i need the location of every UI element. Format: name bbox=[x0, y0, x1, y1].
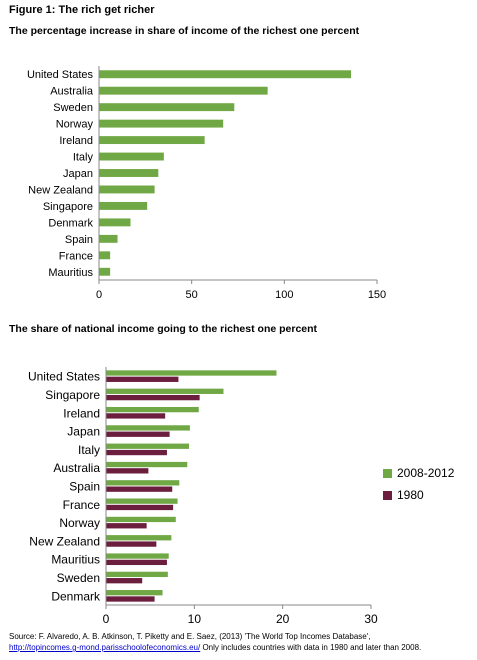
bar-japan bbox=[99, 169, 159, 177]
bar-ireland-1980 bbox=[106, 413, 166, 419]
bar-united-states bbox=[99, 70, 352, 79]
source-text: Source: F. Alvaredo, A. B. Atkinson, T. … bbox=[9, 632, 371, 641]
bar-united-states-1980 bbox=[106, 376, 179, 382]
bar-france-1980 bbox=[106, 504, 174, 511]
x-tick-label: 20 bbox=[276, 612, 290, 626]
category-label: Sweden bbox=[53, 102, 93, 114]
bar-norway-1980 bbox=[106, 523, 147, 529]
category-label: Ireland bbox=[63, 406, 100, 420]
x-tick-label: 10 bbox=[188, 612, 202, 626]
bar-italy-2008-2012 bbox=[106, 443, 190, 449]
bar-singapore-2008-2012 bbox=[106, 388, 224, 394]
bar-japan-2008-2012 bbox=[106, 425, 190, 431]
category-label: Spain bbox=[65, 234, 93, 246]
category-label: Denmark bbox=[51, 589, 101, 603]
x-tick-label: 0 bbox=[103, 612, 110, 626]
bar-denmark bbox=[99, 218, 131, 227]
category-label: United States bbox=[28, 370, 100, 384]
bar-australia bbox=[99, 86, 268, 95]
bar-denmark-1980 bbox=[106, 596, 155, 602]
bar-ireland-2008-2012 bbox=[106, 406, 199, 413]
bar-singapore-1980 bbox=[106, 394, 200, 401]
category-label: Mauritius bbox=[48, 267, 93, 279]
bar-sweden-2008-2012 bbox=[106, 571, 168, 578]
category-label: Mauritius bbox=[51, 553, 100, 567]
category-label: France bbox=[59, 250, 93, 262]
bar-united-states-2008-2012 bbox=[106, 370, 277, 376]
legend-swatch-2008-2012 bbox=[383, 469, 392, 478]
bar-ireland bbox=[99, 136, 205, 145]
chart1-title: The percentage increase in share of inco… bbox=[9, 25, 360, 37]
category-label: Denmark bbox=[48, 217, 93, 229]
bar-mauritius-1980 bbox=[106, 559, 167, 566]
x-tick-label: 50 bbox=[186, 289, 198, 301]
category-label: Japan bbox=[67, 425, 100, 439]
bar-norway-2008-2012 bbox=[106, 516, 176, 523]
bar-denmark-2008-2012 bbox=[106, 590, 163, 596]
chart2-title: The share of national income going to th… bbox=[9, 323, 318, 335]
category-label: Singapore bbox=[45, 388, 100, 402]
x-tick-label: 0 bbox=[96, 289, 102, 301]
bar-australia-1980 bbox=[106, 468, 149, 474]
x-tick-label: 30 bbox=[364, 612, 378, 626]
bar-france-2008-2012 bbox=[106, 498, 178, 504]
x-tick-label: 150 bbox=[368, 289, 386, 301]
category-label: United States bbox=[27, 69, 94, 81]
bar-spain bbox=[99, 234, 118, 243]
legend-label: 1980 bbox=[397, 488, 424, 502]
category-label: Japan bbox=[63, 168, 93, 180]
bar-new-zealand bbox=[99, 185, 155, 194]
category-label: Australia bbox=[53, 461, 100, 475]
category-label: Australia bbox=[50, 86, 94, 98]
bar-sweden bbox=[99, 103, 235, 112]
x-tick-label: 100 bbox=[275, 289, 293, 301]
source-link[interactable]: http://topincomes.g-mond.parisschoolofec… bbox=[9, 643, 201, 652]
bar-italy-1980 bbox=[106, 449, 167, 456]
legend-label: 2008-2012 bbox=[397, 466, 455, 480]
category-label: Ireland bbox=[59, 135, 93, 147]
category-label: Sweden bbox=[57, 571, 100, 585]
category-label: France bbox=[63, 498, 101, 512]
bar-australia-2008-2012 bbox=[106, 461, 188, 468]
bar-norway bbox=[99, 119, 224, 128]
category-label: Norway bbox=[59, 516, 100, 530]
category-label: New Zealand bbox=[29, 534, 100, 548]
category-label: Singapore bbox=[43, 201, 93, 213]
category-label: Italy bbox=[73, 152, 94, 164]
bar-sweden-1980 bbox=[106, 578, 143, 584]
category-label: Norway bbox=[56, 119, 94, 131]
bar-new-zealand-1980 bbox=[106, 541, 157, 547]
bar-new-zealand-2008-2012 bbox=[106, 535, 172, 541]
legend-swatch-1980 bbox=[383, 491, 392, 500]
bar-mauritius-2008-2012 bbox=[106, 553, 169, 559]
bar-italy bbox=[99, 152, 164, 161]
bar-spain-1980 bbox=[106, 486, 173, 492]
category-label: New Zealand bbox=[28, 184, 93, 196]
category-label: Spain bbox=[69, 480, 100, 494]
chart1-percentage-increase: United States Australia Sweden Norway Irelan… bbox=[27, 66, 386, 301]
source-footnote: Only includes countries with data in 198… bbox=[200, 643, 422, 652]
bar-france bbox=[99, 251, 111, 260]
source-note: Source: F. Alvaredo, A. B. Atkinson, T. … bbox=[9, 631, 475, 653]
category-label: Italy bbox=[78, 443, 100, 457]
bar-mauritius bbox=[99, 267, 111, 276]
figure-title: Figure 1: The rich get richer bbox=[9, 4, 155, 16]
bar-singapore bbox=[99, 201, 148, 210]
chart2-income-share: United States Singapore Ireland Japan Italy A… bbox=[28, 367, 455, 626]
bar-japan-1980 bbox=[106, 431, 170, 437]
bar-spain-2008-2012 bbox=[106, 480, 180, 486]
